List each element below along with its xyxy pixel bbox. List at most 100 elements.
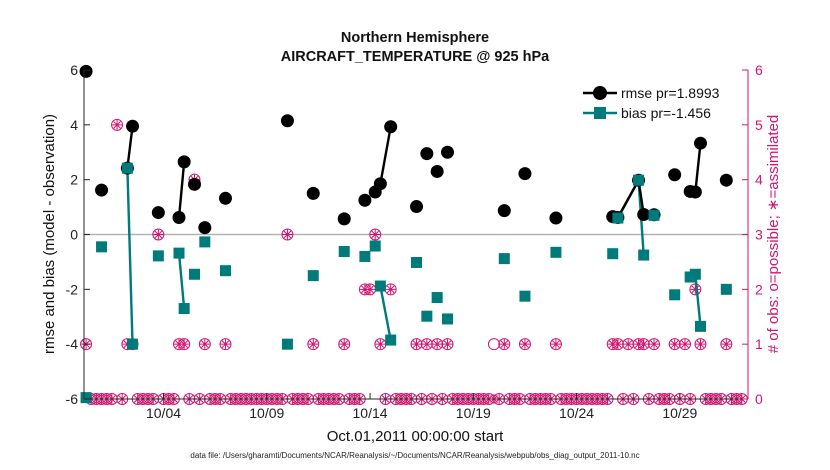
bias-point-20 [441, 313, 453, 325]
rmse-point-10 [280, 114, 294, 128]
obs-assimilated-marker-14 [153, 229, 164, 240]
rmse-point-16 [384, 120, 398, 134]
rmse-point-15 [373, 177, 387, 191]
x-tick-label-5: 10/29 [662, 405, 697, 421]
obs-assimilated-marker-39 [282, 229, 293, 240]
bias-line-segment-0 [126, 168, 134, 345]
right-y-tick-label-1: 1 [755, 336, 763, 352]
rmse-point-19 [430, 164, 444, 178]
obs-assimilated-marker-59 [385, 284, 396, 295]
obs-possible-marker-44 [307, 338, 320, 351]
rmse-point-27 [637, 207, 651, 221]
obs-assimilated-marker-107 [633, 339, 644, 350]
bias-point-16 [385, 334, 397, 346]
y-tick-label-6: 6 [70, 62, 78, 78]
obs-assimilated-marker-27 [220, 339, 231, 350]
x-tick-label-3: 10/19 [456, 405, 491, 421]
rmse-point-13 [358, 193, 372, 207]
obs-assimilated-marker-23 [199, 339, 210, 350]
y-axis-label: rmse and bias (model - observation) [41, 114, 58, 354]
rmse-point-4 [151, 206, 165, 220]
obs-assimilated-marker-50 [339, 339, 350, 350]
x-tick-label-4: 10/24 [559, 405, 594, 421]
bias-point-9 [219, 265, 231, 277]
data-file-footnote: data file: /Users/gharamti/Documents/NCA… [190, 451, 639, 460]
obs-possible-marker-23 [198, 338, 211, 351]
rmse-point-0 [79, 64, 93, 78]
obs-assimilated-marker-18 [174, 339, 184, 350]
rmse-point-18 [420, 147, 434, 161]
chart-title: Northern Hemisphere [341, 30, 489, 46]
bias-point-1 [96, 241, 108, 253]
rmse-point-17 [410, 200, 424, 214]
obs-assimilated-marker-114 [669, 339, 680, 350]
bias-point-8 [199, 236, 211, 248]
bias-point-14 [369, 240, 381, 252]
obs-assimilated-marker-118 [690, 284, 701, 295]
bias-point-7 [188, 268, 200, 280]
bias-point-10 [281, 338, 293, 350]
rmse-line-segment-3 [616, 179, 640, 219]
obs-assimilated-marker-103 [612, 339, 623, 350]
rmse-point-21 [497, 204, 511, 218]
obs-possible-marker-0 [80, 338, 93, 351]
bias-point-28 [648, 209, 660, 221]
legend-box [579, 77, 743, 123]
obs-assimilated-marker-81 [499, 339, 510, 350]
bias-point-32 [694, 320, 706, 332]
obs-assimilated-marker-70 [442, 339, 453, 350]
rmse-point-8 [198, 221, 212, 235]
rmse-point-31 [688, 185, 702, 199]
obs-assimilated-marker-57 [375, 339, 386, 350]
rmse-point-7 [187, 177, 201, 191]
rmse-point-5 [172, 211, 186, 225]
obs-possible-marker-124 [720, 338, 733, 351]
right-y-tick-label-4: 4 [755, 172, 763, 188]
obs-assimilated-marker-85 [519, 339, 530, 350]
obs-assimilated-marker-116 [680, 339, 691, 350]
y-tick-label-3: 0 [70, 227, 78, 243]
y-tick-label-1: -4 [66, 336, 79, 352]
rmse-point-23 [549, 211, 563, 225]
bias-point-2 [121, 162, 133, 174]
bias-point-13 [359, 250, 371, 262]
rmse-point-32 [693, 136, 707, 150]
x-tick-label-1: 10/09 [249, 405, 284, 421]
bias-point-4 [152, 250, 164, 262]
obs-possible-marker-6 [111, 118, 124, 131]
x-tick-label-0: 10/04 [146, 405, 181, 421]
bias-point-6 [178, 303, 190, 315]
legend-bias-label: bias pr=-1.456 [621, 105, 711, 121]
x-tick-label-2: 10/14 [353, 405, 388, 421]
obs-possible-marker-14 [152, 228, 165, 241]
right-y-axis-label: # of obs: o=possible; ∗=assimilated [765, 115, 782, 354]
bias-point-3 [127, 338, 139, 350]
obs-assimilated-marker-55 [365, 284, 376, 295]
obs-assimilated-marker-56 [370, 229, 381, 240]
bias-point-18 [421, 310, 433, 322]
obs-assimilated-marker-108 [638, 339, 649, 350]
bias-line-segment-1 [177, 253, 186, 309]
obs-assimilated-marker-91 [550, 339, 561, 350]
chart-subtitle: AIRCRAFT_TEMPERATURE @ 925 hPa [281, 49, 550, 65]
bias-point-27 [638, 249, 650, 261]
rmse-line-segment-0 [126, 126, 134, 169]
obs-assimilated-marker-119 [695, 339, 706, 350]
bias-line-segment-5 [694, 274, 702, 327]
bias-markers [80, 162, 732, 404]
bias-point-22 [519, 290, 531, 302]
rmse-point-3 [126, 119, 140, 133]
y-tick-label-4: 2 [70, 172, 78, 188]
rmse-point-33 [719, 173, 733, 187]
rmse-point-22 [518, 167, 532, 181]
right-y-tick-label-6: 6 [755, 62, 763, 78]
y-tick-label-2: -2 [66, 281, 79, 297]
obs-possible-marker-119 [694, 338, 707, 351]
bias-point-33 [720, 283, 732, 295]
rmse-line-segment-5 [694, 143, 702, 193]
bias-point-19 [431, 292, 443, 304]
obs-assimilated-marker-124 [721, 339, 732, 350]
obs-assimilated-marker-64 [411, 339, 422, 350]
obs-assimilated-marker-105 [623, 339, 634, 350]
